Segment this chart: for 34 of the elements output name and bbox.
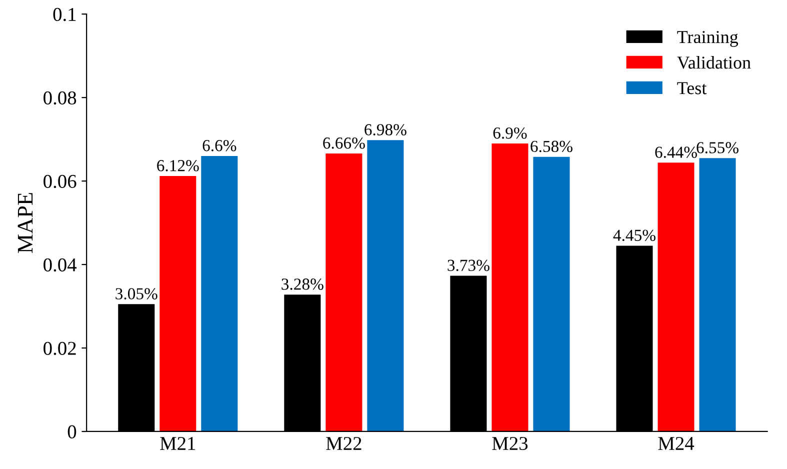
- data-label: 6.12%: [157, 160, 199, 172]
- y-axis-title: MAPE: [18, 193, 33, 254]
- bar: [367, 140, 404, 432]
- bar: [699, 158, 736, 432]
- data-label: 6.66%: [323, 137, 365, 149]
- y-tick-label: 0.06: [44, 174, 76, 188]
- data-label: 3.05%: [116, 288, 158, 300]
- bar: [492, 143, 528, 432]
- y-tick-label: 0: [68, 425, 76, 438]
- x-tick-label: M23: [492, 436, 528, 450]
- y-tick-label: 0.02: [44, 342, 76, 356]
- data-label: 3.73%: [448, 260, 490, 272]
- data-label: 6.55%: [696, 142, 738, 154]
- legend-label: Training: [677, 31, 738, 47]
- data-label: 6.44%: [655, 146, 697, 158]
- data-label: 6.6%: [202, 140, 236, 152]
- legend-label: Test: [677, 82, 707, 94]
- y-tick-label: 0.04: [44, 258, 77, 272]
- bar: [201, 156, 238, 432]
- data-label: 6.58%: [530, 140, 572, 152]
- y-tick-label: 0.08: [44, 91, 76, 105]
- data-label: 6.98%: [364, 124, 406, 136]
- data-label: 6.9%: [493, 127, 527, 139]
- data-label: 3.28%: [282, 278, 324, 290]
- bar: [160, 176, 196, 432]
- legend-label: Validation: [677, 56, 751, 69]
- x-tick-label: M24: [658, 436, 694, 450]
- x-tick-label: M22: [326, 436, 362, 450]
- bar: [326, 153, 362, 432]
- x-tick-label: M21: [160, 436, 196, 450]
- bar: [533, 156, 570, 432]
- y-tick-label: 0.1: [53, 8, 76, 22]
- data-label: 4.45%: [613, 230, 656, 242]
- bar: [658, 162, 694, 432]
